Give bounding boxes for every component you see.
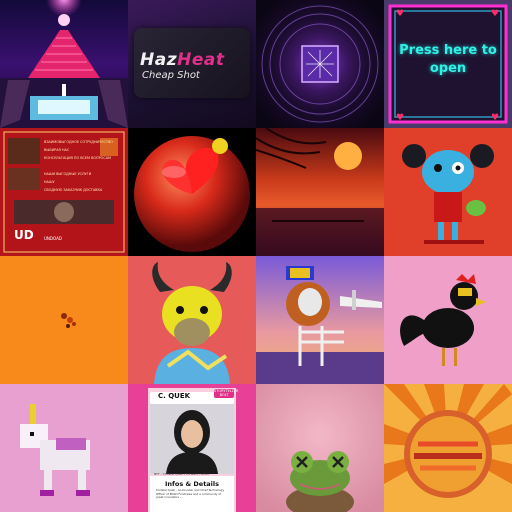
svg-text:♥: ♥ bbox=[491, 9, 499, 19]
red-poster-art bbox=[0, 128, 128, 256]
gallery-tile-8[interactable] bbox=[384, 128, 512, 256]
skeleton-lion-image bbox=[256, 256, 384, 384]
gallery-tile-6[interactable] bbox=[128, 128, 256, 256]
svg-text:♥: ♥ bbox=[491, 113, 499, 123]
card-name: C. QUEK bbox=[158, 392, 191, 400]
poster-line-5: НАШУ bbox=[44, 180, 55, 184]
gallery-tile-16[interactable] bbox=[384, 384, 512, 512]
poster-line-1: ВЗАИМОВЫГОДНОЕ СОТРУДНИЧЕСТВО bbox=[44, 140, 113, 144]
neon-stairway-image bbox=[0, 0, 128, 128]
hazheat-card: HazHeat Cheap Shot bbox=[134, 28, 250, 98]
hazheat-title-white: Haz bbox=[140, 50, 178, 70]
gallery-tile-4[interactable]: ♥ ♥ ♥ ♥ Press here to open bbox=[384, 0, 512, 128]
press-here-to-open-label[interactable]: Press here to open bbox=[399, 43, 497, 76]
gallery-tile-3[interactable] bbox=[256, 0, 384, 128]
zombie-girl-image bbox=[384, 128, 512, 256]
neon-box-frame: ♥ ♥ ♥ ♥ bbox=[384, 0, 512, 128]
card-info-title: Infos & Details bbox=[164, 480, 220, 488]
sunburst-stamp-image bbox=[384, 384, 512, 512]
voxel-unicorn-image bbox=[0, 384, 128, 512]
hazheat-title-pink: Heat bbox=[177, 50, 225, 70]
poster-line-6: СВОДНУЮ ЗАКАЗЧИК ДОСТАВКА bbox=[44, 188, 103, 192]
purple-portal-image bbox=[256, 0, 384, 128]
gallery-tile-12[interactable] bbox=[384, 256, 512, 384]
hazheat-title: HazHeat bbox=[140, 50, 224, 70]
gallery-tile-15[interactable] bbox=[256, 384, 384, 512]
gallery-tile-2[interactable]: HazHeat Cheap Shot bbox=[128, 0, 256, 128]
ud-logo: UD bbox=[14, 228, 34, 242]
poster-line-2: ВЫБИРАЯ НАС bbox=[44, 148, 70, 152]
hazheat-subtitle: Cheap Shot bbox=[142, 70, 200, 81]
poster-line-3: КОНСУЛЬТАЦИЯ ПО ВСЕМ ВОПРОСАМ bbox=[44, 156, 111, 160]
gallery-tile-14[interactable]: C. QUEK STORYTELLER BOLT NFT - Christel … bbox=[128, 384, 256, 512]
gallery-tile-7[interactable] bbox=[256, 128, 384, 256]
card-info-body: Christel Quek - Co-founder and Chief Tec… bbox=[156, 488, 225, 500]
sunset-beach-image bbox=[256, 128, 384, 256]
green-frog-image bbox=[256, 384, 384, 512]
card-header bbox=[150, 392, 234, 404]
ud-brand-name: UNDOAD bbox=[44, 236, 62, 241]
card-badge: STORYTELLER BOLT bbox=[214, 389, 239, 398]
poster-line-4: НАШИ ВЫГОДНЫЕ УСЛУГИ bbox=[44, 172, 92, 176]
black-rooster-image bbox=[384, 256, 512, 384]
svg-text:♥: ♥ bbox=[396, 113, 404, 123]
gallery-tile-10[interactable] bbox=[128, 256, 256, 384]
glossy-sphere-image bbox=[128, 128, 256, 256]
gallery-tile-1[interactable] bbox=[0, 0, 128, 128]
gallery-tile-5[interactable]: ВЗАИМОВЫГОДНОЕ СОТРУДНИЧЕСТВО ВЫБИРАЯ НА… bbox=[0, 128, 128, 256]
orange-creature-image bbox=[0, 256, 128, 384]
gallery-tile-9[interactable] bbox=[0, 256, 128, 384]
card-caption: NFT - Christel Quek / Forward / Artist bbox=[154, 472, 209, 476]
svg-text:♥: ♥ bbox=[396, 9, 404, 19]
card-info-panel bbox=[150, 476, 234, 512]
gallery-tile-13[interactable] bbox=[0, 384, 128, 512]
yellow-bull-image bbox=[128, 256, 256, 384]
gallery-tile-11[interactable] bbox=[256, 256, 384, 384]
